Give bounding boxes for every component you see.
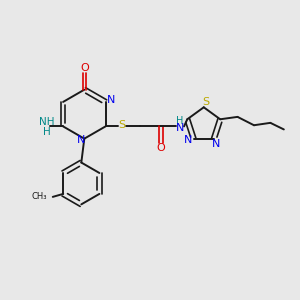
Text: H: H xyxy=(176,116,184,126)
Text: N: N xyxy=(107,95,115,105)
Text: O: O xyxy=(80,63,89,73)
Text: S: S xyxy=(118,120,125,130)
Text: N: N xyxy=(77,135,86,145)
Text: S: S xyxy=(202,97,209,107)
Text: NH: NH xyxy=(39,117,54,127)
Text: N: N xyxy=(212,139,220,149)
Text: N: N xyxy=(184,135,192,145)
Text: N: N xyxy=(176,123,184,133)
Text: CH₃: CH₃ xyxy=(31,192,47,201)
Text: O: O xyxy=(156,143,165,153)
Text: H: H xyxy=(43,127,50,137)
